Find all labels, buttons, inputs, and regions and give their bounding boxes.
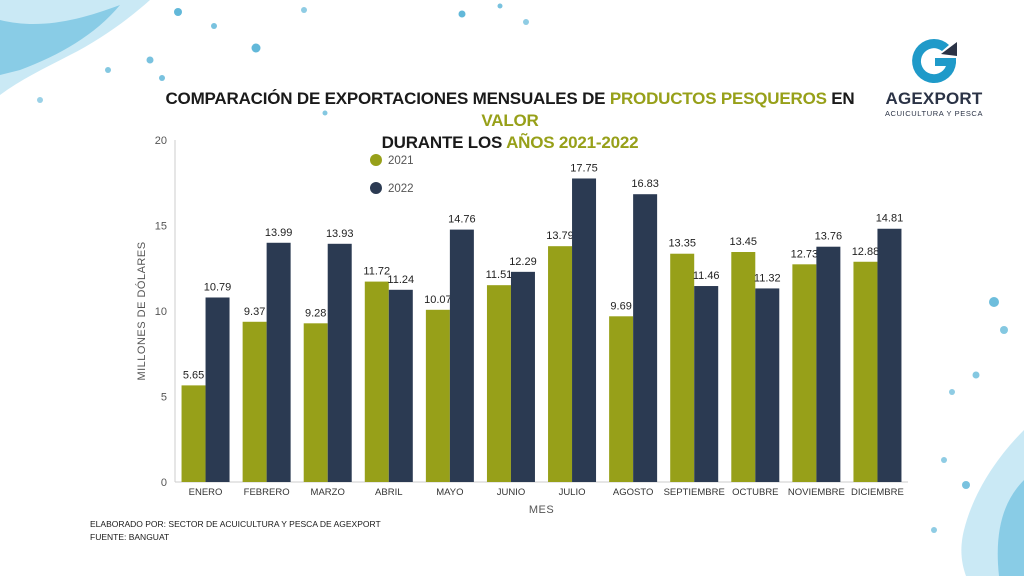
bar-2021 xyxy=(548,246,573,482)
data-label-2022: 13.93 xyxy=(326,228,354,240)
title-seg-2: PRODUCTOS PESQUEROS xyxy=(609,89,827,108)
chart-title: COMPARACIÓN DE EXPORTACIONES MENSUALES D… xyxy=(150,88,870,154)
bar-2022 xyxy=(388,289,413,482)
y-tick-label: 5 xyxy=(161,392,167,404)
bar-2021 xyxy=(792,264,817,482)
data-label-2022: 17.75 xyxy=(570,162,598,174)
title-seg-6: AÑOS 2021-2022 xyxy=(506,133,639,152)
title-seg-3: EN xyxy=(826,89,855,108)
legend-label-2021: 2021 xyxy=(388,155,414,167)
data-label-2021: 11.51 xyxy=(486,269,513,281)
title-seg-1: COMPARACIÓN DE EXPORTACIONES MENSUALES D… xyxy=(165,89,610,108)
bar-2022 xyxy=(327,243,352,482)
x-tick-label: OCTUBRE xyxy=(732,487,778,498)
footer-notes: ELABORADO POR: SECTOR DE ACUICULTURA Y P… xyxy=(90,518,381,544)
data-label-2021: 11.72 xyxy=(363,266,390,278)
y-axis-label: MILLONES DE DÓLARES xyxy=(135,241,148,380)
data-label-2021: 10.07 xyxy=(424,294,452,306)
bar-2021 xyxy=(670,253,695,482)
data-label-2021: 9.37 xyxy=(244,306,265,318)
data-label-2022: 11.32 xyxy=(754,272,781,284)
bar-2022 xyxy=(449,229,474,482)
data-label-2022: 11.24 xyxy=(387,274,414,286)
legend-marker-2022 xyxy=(370,182,382,194)
x-tick-label: ABRIL xyxy=(375,487,402,498)
bar-2021 xyxy=(609,316,634,482)
x-tick-label: MAYO xyxy=(436,487,463,498)
data-label-2021: 13.79 xyxy=(546,230,574,242)
bar-2022 xyxy=(694,286,719,482)
x-tick-label: DICIEMBRE xyxy=(851,487,904,498)
bar-2022 xyxy=(816,246,841,482)
data-label-2021: 12.88 xyxy=(852,246,880,258)
y-tick-label: 15 xyxy=(155,221,167,233)
data-label-2022: 14.81 xyxy=(876,213,904,225)
x-tick-label: JUNIO xyxy=(497,487,526,498)
bar-2021 xyxy=(853,261,878,482)
footer-credit: ELABORADO POR: SECTOR DE ACUICULTURA Y P… xyxy=(90,519,381,529)
x-tick-label: FEBRERO xyxy=(244,487,290,498)
bar-2021 xyxy=(303,323,328,482)
x-axis-label: MES xyxy=(529,504,554,516)
data-label-2022: 12.29 xyxy=(509,256,537,268)
title-line-1: COMPARACIÓN DE EXPORTACIONES MENSUALES D… xyxy=(150,88,870,132)
x-tick-label: ENERO xyxy=(189,487,223,498)
bar-2021 xyxy=(242,321,267,482)
data-label-2021: 9.28 xyxy=(305,307,326,319)
legend-label-2022: 2022 xyxy=(388,183,414,195)
bar-2021 xyxy=(181,385,206,482)
legend-marker-2021 xyxy=(370,154,382,166)
bar-2022 xyxy=(877,228,902,482)
y-tick-label: 0 xyxy=(161,477,167,489)
x-tick-label: MARZO xyxy=(311,487,345,498)
agexport-g-logo-icon xyxy=(912,39,957,83)
x-tick-label: AGOSTO xyxy=(613,487,653,498)
bar-2022 xyxy=(755,288,780,482)
data-label-2021: 9.69 xyxy=(610,300,631,312)
agexport-logo: AGEXPORT ACUICULTURA Y PESCA xyxy=(884,36,984,118)
x-tick-label: SEPTIEMBRE xyxy=(664,487,725,498)
title-seg-4: VALOR xyxy=(481,111,539,130)
y-tick-label: 10 xyxy=(155,306,167,318)
data-label-2022: 10.79 xyxy=(204,281,232,293)
logo-name: AGEXPORT xyxy=(885,89,983,108)
bar-2021 xyxy=(731,252,756,482)
data-label-2021: 13.35 xyxy=(668,238,696,250)
data-label-2021: 12.73 xyxy=(791,248,819,260)
title-line-2: DURANTE LOS AÑOS 2021-2022 xyxy=(150,132,870,154)
data-label-2022: 16.83 xyxy=(631,178,659,190)
bar-2022 xyxy=(510,271,535,482)
bar-2021 xyxy=(364,281,389,482)
bar-2022 xyxy=(266,242,291,482)
data-label-2021: 5.65 xyxy=(183,369,204,381)
data-label-2022: 14.76 xyxy=(448,214,476,226)
x-tick-label: JULIO xyxy=(559,487,586,498)
bar-2021 xyxy=(486,285,511,482)
data-label-2022: 13.76 xyxy=(815,231,843,243)
x-tick-label: NOVIEMBRE xyxy=(788,487,845,498)
bar-2022 xyxy=(633,194,658,482)
data-label-2022: 11.46 xyxy=(693,270,720,282)
logo-subtitle: ACUICULTURA Y PESCA xyxy=(884,109,984,118)
data-label-2022: 13.99 xyxy=(265,227,293,239)
footer-source: FUENTE: BANGUAT xyxy=(90,532,170,542)
bar-2022 xyxy=(572,178,597,482)
title-seg-5: DURANTE LOS xyxy=(381,133,507,152)
data-label-2021: 13.45 xyxy=(730,236,758,248)
bar-2021 xyxy=(425,309,450,482)
y-tick-label: 20 xyxy=(155,135,167,147)
bar-2022 xyxy=(205,297,230,482)
